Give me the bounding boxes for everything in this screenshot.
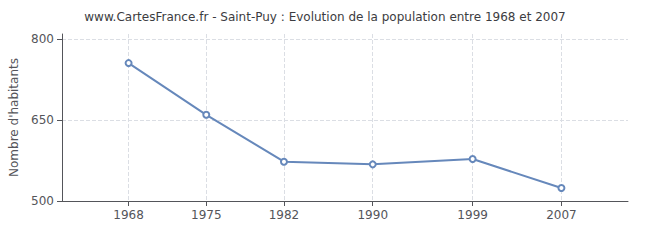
svg-text:Nombre d'habitants: Nombre d'habitants bbox=[7, 58, 21, 177]
svg-text:1999: 1999 bbox=[457, 208, 488, 222]
svg-text:1968: 1968 bbox=[113, 208, 144, 222]
svg-text:2007: 2007 bbox=[546, 208, 577, 222]
svg-text:500: 500 bbox=[31, 194, 54, 208]
svg-text:1975: 1975 bbox=[191, 208, 222, 222]
svg-text:800: 800 bbox=[31, 32, 54, 46]
svg-text:www.CartesFrance.fr - Saint-Pu: www.CartesFrance.fr - Saint-Puy : Evolut… bbox=[84, 10, 565, 24]
svg-text:1982: 1982 bbox=[269, 208, 300, 222]
svg-text:1990: 1990 bbox=[357, 208, 388, 222]
svg-text:650: 650 bbox=[31, 113, 54, 127]
